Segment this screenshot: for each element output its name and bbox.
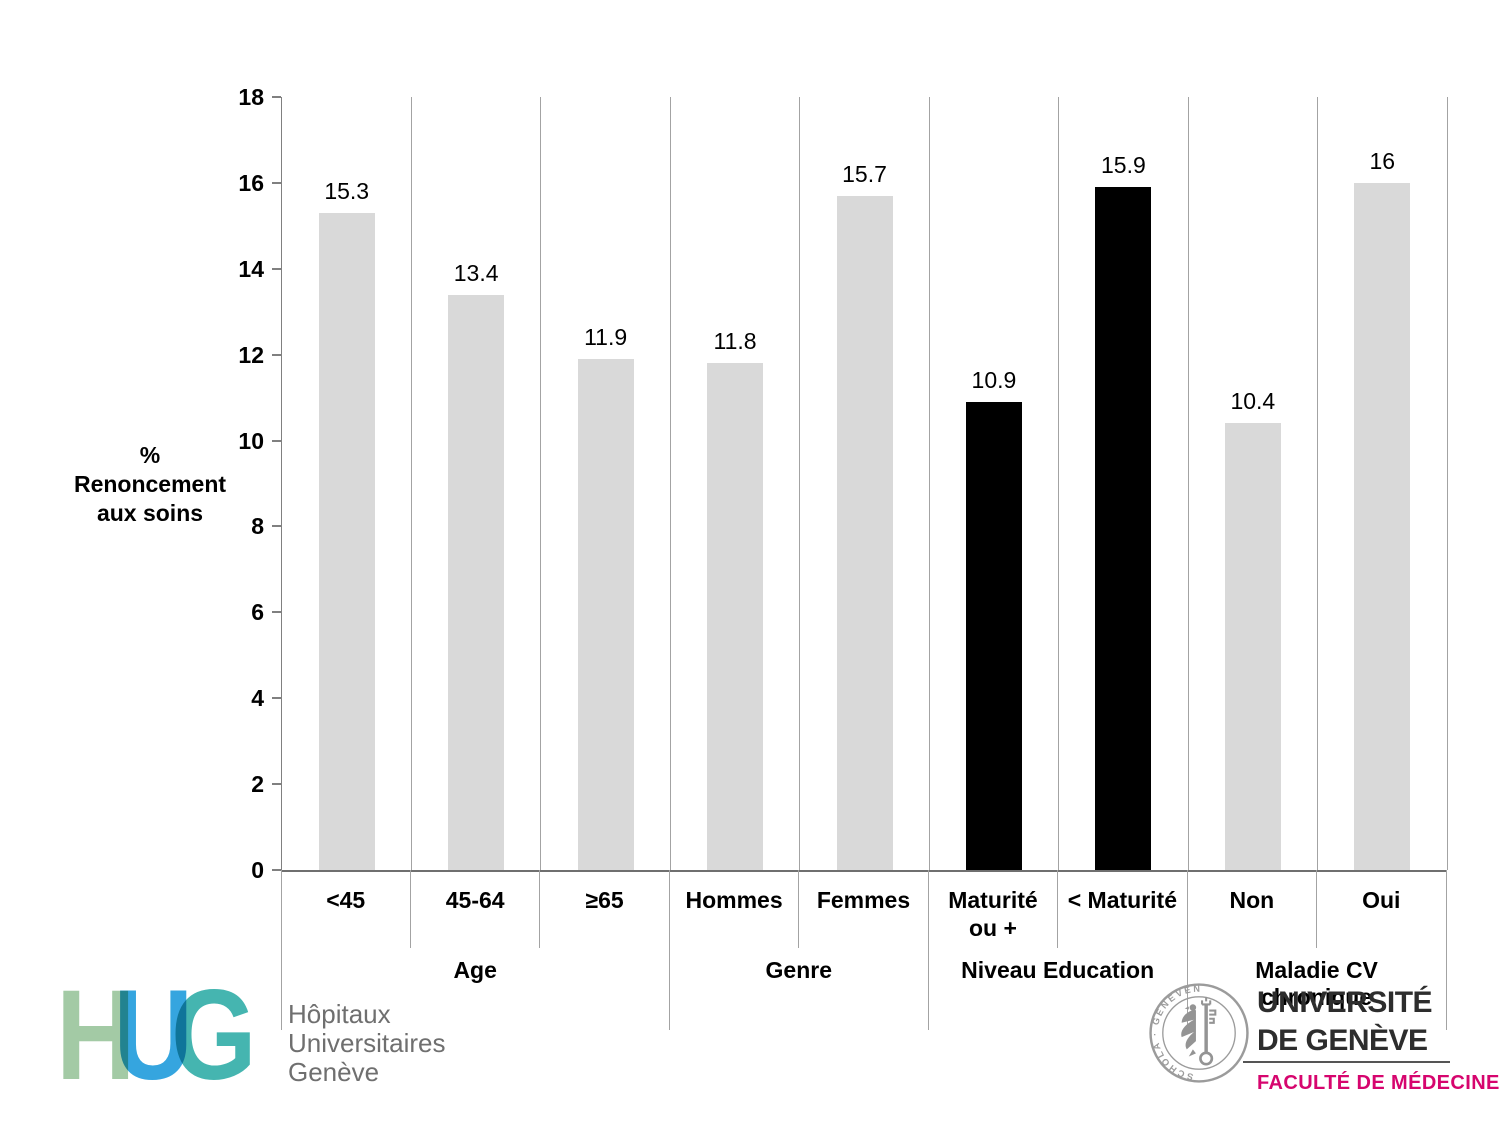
category-label: Oui — [1362, 887, 1401, 913]
y-axis-title-line: % — [139, 442, 161, 468]
y-tick-label: 2 — [251, 771, 264, 798]
unige-logo-line2: DE GENÈVE — [1257, 1024, 1428, 1057]
group-label: Maladie CV chronique — [1255, 957, 1378, 1010]
bar-Oui — [1354, 182, 1411, 870]
category-boundary-line — [409, 870, 411, 948]
y-tick-label: 0 — [251, 857, 264, 883]
bar-value-label: 13.4 — [453, 259, 499, 286]
y-axis-title-line: Renoncement — [73, 471, 227, 497]
bar-45-64 — [448, 294, 505, 870]
y-tick-mark — [272, 869, 281, 871]
y-tick-mark — [272, 96, 281, 98]
y-tick-label: 14 — [238, 255, 264, 282]
group-boundary-line — [280, 870, 282, 1030]
category-label: Maturité ou + — [948, 887, 1038, 941]
group-boundary-line — [668, 870, 670, 1030]
hug-logo-text-line: Hôpitaux — [288, 999, 391, 1029]
group-label: Age — [453, 957, 497, 983]
bar-Non — [1224, 423, 1281, 870]
y-axis-title: % Renoncement aux soins — [55, 441, 245, 528]
category-separator-line — [1058, 97, 1060, 870]
category-boundary-line — [798, 870, 800, 948]
y-tick-mark — [272, 611, 281, 614]
hug-letter-h: H — [56, 964, 135, 1107]
bar-value-label: 15.3 — [324, 177, 370, 204]
seal-eagle-glyph — [1181, 1004, 1197, 1057]
x-axis: <45 45-64 ≥65 Hommes Femmes Maturité ou + < Mat… — [280, 870, 1447, 1070]
group-label: Genre — [765, 957, 832, 983]
category-separator-line — [1317, 97, 1319, 870]
category-separator-line — [669, 97, 671, 870]
bar-value-label: 15.9 — [1100, 152, 1146, 179]
y-tick-label: 18 — [238, 84, 264, 110]
category-label: < Maturité — [1067, 887, 1178, 913]
y-tick-mark — [272, 353, 281, 356]
bar-value-label: 10.4 — [1230, 388, 1276, 415]
unige-divider — [1243, 1061, 1450, 1063]
category-separator-line — [1187, 97, 1189, 870]
y-tick-mark — [272, 181, 281, 184]
bar-≥65 — [577, 359, 634, 870]
y-tick-mark — [272, 525, 281, 528]
hug-letter-u: U — [113, 964, 192, 1107]
hug-letter-g: G — [170, 964, 257, 1107]
seal-key-glyph — [1199, 997, 1217, 1066]
y-tick-mark — [272, 267, 281, 270]
category-label: 45-64 — [445, 887, 505, 913]
bar-value-label: 10.9 — [971, 366, 1017, 393]
bar-value-label: 11.9 — [584, 324, 628, 350]
y-tick-label: 4 — [251, 685, 264, 712]
category-label: <45 — [326, 887, 366, 913]
y-tick-label: 10 — [238, 427, 264, 454]
y-tick-mark — [272, 697, 281, 700]
bar-value-label: 16 — [1369, 147, 1396, 174]
group-boundary-line — [1186, 870, 1188, 1030]
hug-logo-text-line: Universitaires — [288, 1028, 446, 1058]
bar-value-label: 11.8 — [713, 328, 757, 355]
group-boundary-line — [1445, 870, 1447, 1030]
category-boundary-line — [539, 870, 541, 948]
faculty-label: FACULTÉ DE MÉDECINE — [1257, 1072, 1500, 1094]
category-boundary-line — [1316, 870, 1318, 948]
category-separator-line — [410, 97, 412, 870]
group-boundary-line — [927, 870, 929, 1030]
category-label: Femmes — [816, 887, 911, 913]
plot-area: 0 2 4 6 8 10 12 14 16 18 15.3 13.4 11.9 11.8 15.7 10.9 1… — [238, 84, 1448, 883]
bar-Femmes — [836, 195, 893, 870]
y-tick-mark — [272, 783, 281, 786]
hug-logo: HUG — [56, 972, 257, 1100]
hug-logo-text: Hôpitaux Universitaires Genève — [288, 1000, 446, 1087]
bar-Maturité ou + — [965, 401, 1022, 870]
category-boundary-line — [1057, 870, 1059, 948]
category-separator-line — [1446, 97, 1448, 870]
y-tick-label: 12 — [238, 341, 264, 368]
y-tick-label: 8 — [251, 513, 264, 540]
group-label: Niveau Education — [961, 957, 1155, 983]
y-axis-title-line: aux soins — [96, 500, 204, 526]
category-label: Non — [1229, 887, 1275, 913]
category-separator-line — [928, 97, 930, 870]
bar-value-label: 15.7 — [842, 160, 887, 187]
hug-logo-text-line: Genève — [288, 1057, 380, 1087]
bar-<45 — [318, 212, 375, 870]
y-tick-mark — [272, 439, 281, 442]
unige-logo-line1: UNIVERSITÉ — [1257, 986, 1433, 1019]
category-separator-line — [799, 97, 801, 870]
y-tick-label: 6 — [251, 599, 264, 626]
bar-Hommes — [707, 363, 764, 870]
category-label: ≥65 — [585, 887, 624, 913]
category-label: Hommes — [685, 887, 783, 913]
unige-seal-icon: SCHOLA · GENEVENSIS · 15 · 59 · — [1148, 982, 1249, 1083]
y-tick-label: 16 — [238, 169, 264, 196]
unige-logo-text: UNIVERSITÉ DE GENÈVE — [1257, 984, 1433, 1060]
bar-< Maturité — [1095, 187, 1152, 870]
category-separator-line — [540, 97, 542, 870]
